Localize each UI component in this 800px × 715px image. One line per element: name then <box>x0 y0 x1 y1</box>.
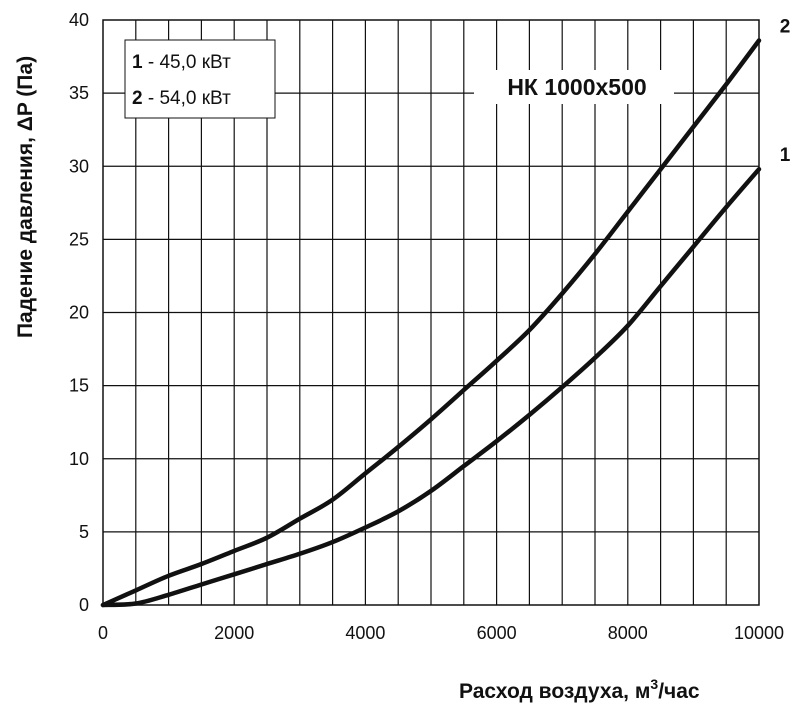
series-label-1: 1 <box>780 145 791 166</box>
legend-item-1-number: 1 <box>132 52 143 73</box>
x-tick-label: 0 <box>98 623 108 643</box>
y-tick-label: 15 <box>69 376 89 396</box>
y-axis-title: Падение давления, ΔP (Па) <box>14 56 37 338</box>
x-tick-label: 2000 <box>214 623 254 643</box>
y-tick-label: 25 <box>69 229 89 249</box>
series-label-2: 2 <box>780 16 791 37</box>
y-tick-label: 20 <box>69 303 89 323</box>
series-line-2 <box>100 38 762 608</box>
chart-title: НК 1000х500 <box>507 74 646 100</box>
grid-lines <box>103 20 759 605</box>
y-tick-label: 30 <box>69 156 89 176</box>
legend-box <box>124 39 276 119</box>
y-tick-label: 40 <box>69 10 89 30</box>
x-tick-label: 4000 <box>345 623 385 643</box>
y-tick-label: 5 <box>79 522 89 542</box>
tick-labels: 0 2000 4000 6000 8000 10000 0 5 10 15 20 25 30 35 40 <box>69 10 784 643</box>
legend-item-2-text: - 54,0 кВт <box>143 88 231 109</box>
legend-item-1: 1 - 45,0 кВт <box>132 52 231 73</box>
y-tick-label: 0 <box>79 595 89 615</box>
x-axis-title-suffix: /час <box>658 680 700 703</box>
x-axis-title-superscript: 3 <box>650 676 658 692</box>
series-end-labels: 12 <box>780 16 791 166</box>
legend: 1 - 45,0 кВт 2 - 54,0 кВт <box>124 39 276 119</box>
x-tick-label: 6000 <box>477 623 517 643</box>
plot-frame <box>102 19 760 606</box>
chart-title-background <box>474 70 674 104</box>
series-line-1 <box>100 166 762 608</box>
legend-item-1-text: - 45,0 кВт <box>143 52 231 73</box>
x-tick-label: 10000 <box>734 623 784 643</box>
x-axis-title-main: Расход воздуха, м <box>459 680 650 703</box>
x-tick-label: 8000 <box>608 623 648 643</box>
y-tick-label: 10 <box>69 449 89 469</box>
legend-item-2-number: 2 <box>132 88 143 109</box>
legend-item-2: 2 - 54,0 кВт <box>132 88 231 109</box>
y-tick-label: 35 <box>69 83 89 103</box>
x-axis-title: Расход воздуха, м3/час <box>459 676 700 703</box>
series-lines <box>100 38 762 608</box>
